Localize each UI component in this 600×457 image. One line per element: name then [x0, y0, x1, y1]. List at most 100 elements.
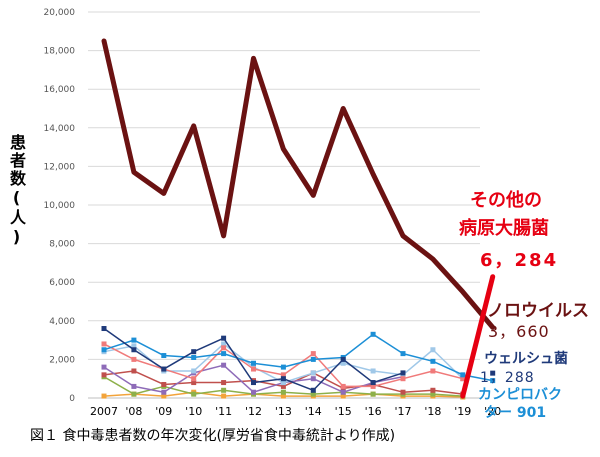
data-point-misc1 [251, 366, 256, 372]
data-point-misc1 [340, 383, 346, 389]
annotation-norovirus-name: ノロウイルス [487, 301, 589, 321]
data-point-misc2 [131, 343, 137, 349]
data-point-misc3 [251, 389, 256, 395]
y-tick-label: 6,000 [49, 278, 75, 288]
y-tick-label: 14,000 [44, 124, 76, 134]
data-point-misc2 [370, 368, 376, 374]
y-tick-label: 0 [69, 394, 75, 404]
data-point-campylobacter [460, 372, 466, 378]
data-point-misc1 [221, 345, 227, 351]
y-tick-label: 4,000 [49, 317, 75, 327]
data-point-misc4 [221, 380, 227, 386]
x-tick-label: 2007 [90, 405, 118, 418]
annotation-campylobacter-name: カンピロバク [478, 387, 562, 403]
data-point-misc5 [370, 391, 376, 397]
data-point-campylobacter [131, 337, 137, 343]
annotation-welsh-value: 1，288 [480, 370, 535, 386]
x-tick-label: '20 [484, 405, 501, 418]
y-axis-label: 患者数(人) [7, 134, 26, 248]
data-point-welsh [280, 376, 286, 382]
data-point-misc4 [131, 368, 137, 374]
data-point-misc5 [131, 391, 137, 397]
data-point-campylobacter [310, 356, 316, 362]
data-point-misc4 [191, 380, 197, 386]
series-campylobacter [101, 331, 496, 384]
data-point-misc1 [131, 356, 137, 362]
data-point-misc5 [280, 389, 286, 395]
data-point-misc6 [221, 393, 227, 399]
data-point-campylobacter [161, 353, 167, 359]
x-tick-label: '12 [245, 405, 262, 418]
data-point-misc3 [131, 383, 137, 389]
data-point-misc2 [310, 370, 316, 376]
data-point-misc1 [101, 341, 107, 347]
data-point-campylobacter [430, 358, 436, 364]
annotation-other-pathogens-value: 6，284 [480, 250, 559, 271]
data-point-misc3 [340, 389, 346, 395]
series-line-campylobacter [103, 333, 494, 382]
x-tick-label: '13 [275, 405, 292, 418]
series-line-other_pathogens [460, 274, 496, 399]
data-point-campylobacter [251, 360, 256, 366]
figure-caption: 図１ 食中毒患者数の年次変化(厚労省食中毒統計より作成) [30, 428, 396, 444]
data-point-campylobacter [280, 364, 286, 370]
data-point-misc5 [430, 391, 436, 397]
x-tick-label: '18 [424, 405, 441, 418]
data-point-misc6 [161, 393, 167, 399]
data-point-misc4 [280, 383, 286, 389]
data-point-welsh [101, 326, 107, 332]
data-point-welsh [191, 349, 197, 355]
data-point-misc1 [191, 376, 197, 382]
data-point-misc2 [221, 341, 227, 347]
x-axis-ticks: 2007 '08 '09 '10 '11 '12 '13 '14 '15 '16 '17 '18 '19… [90, 405, 501, 418]
x-tick-label: '09 [155, 405, 172, 418]
series-welsh [101, 326, 496, 393]
data-point-welsh [370, 380, 376, 386]
x-tick-label: '19 [454, 405, 471, 418]
data-point-welsh [251, 380, 256, 386]
data-point-welsh [310, 387, 316, 393]
series-norovirus [101, 38, 496, 330]
annotation-welsh-name: ウェルシュ菌 [484, 351, 568, 367]
data-point-misc1 [400, 376, 406, 382]
data-point-campylobacter [191, 354, 197, 360]
data-point-misc3 [221, 362, 227, 368]
x-tick-label: '17 [394, 405, 411, 418]
data-point-welsh [161, 366, 167, 372]
y-tick-label: 10,000 [44, 201, 76, 211]
data-point-campylobacter [400, 351, 406, 357]
data-point-misc4 [161, 381, 167, 387]
data-point-welsh [490, 370, 496, 376]
data-point-misc6 [280, 393, 286, 399]
data-point-misc4 [101, 372, 107, 378]
y-tick-label: 20,000 [44, 8, 76, 18]
annotation-other-pathogens-name-1: その他の [470, 190, 542, 211]
data-point-misc2 [430, 347, 436, 353]
y-tick-label: 16,000 [44, 85, 76, 95]
x-tick-label: '14 [305, 405, 322, 418]
data-point-campylobacter [370, 331, 376, 337]
x-tick-label: '15 [335, 405, 352, 418]
annotation-other-pathogens-name-2: 病原大腸菌 [459, 218, 549, 239]
y-tick-label: 12,000 [44, 162, 76, 172]
data-point-misc2 [280, 380, 286, 386]
x-tick-label: '11 [215, 405, 232, 418]
y-axis-ticks: 0 2,000 4,000 6,000 8,000 10,000 12,000 14,000 1… [44, 8, 76, 404]
data-point-misc5 [310, 391, 316, 397]
data-point-misc1 [280, 372, 286, 378]
data-point-misc1 [310, 351, 316, 357]
data-point-misc6 [101, 393, 107, 399]
data-point-misc2 [340, 360, 346, 366]
data-point-campylobacter [490, 378, 496, 384]
data-point-campylobacter [221, 351, 227, 357]
series-other_pathogens [460, 274, 496, 399]
data-point-welsh [340, 356, 346, 362]
annotation-campylobacter-value: ター 901 [484, 405, 547, 421]
data-point-misc1 [460, 376, 466, 382]
series-line-norovirus [101, 38, 496, 330]
y-tick-label: 18,000 [44, 47, 76, 57]
data-point-misc1 [370, 383, 376, 389]
data-point-misc4 [430, 387, 436, 393]
